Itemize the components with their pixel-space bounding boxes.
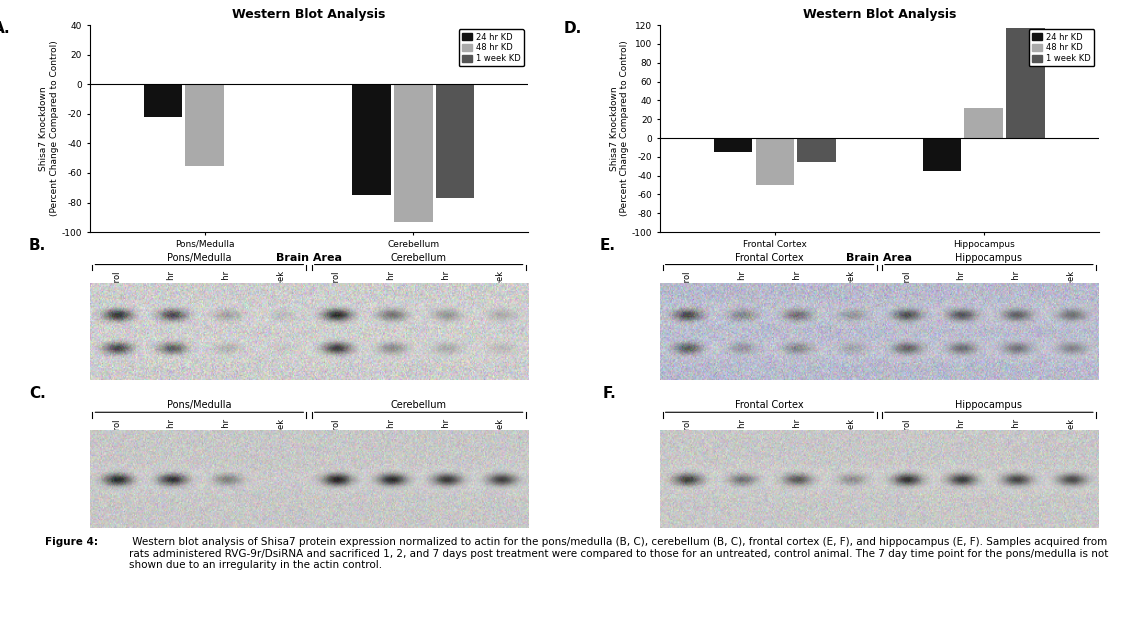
Text: E.: E. (600, 238, 617, 253)
Text: 48 hr: 48 hr (1012, 271, 1021, 293)
Text: 1 week: 1 week (277, 271, 286, 301)
Text: 48 hr: 48 hr (222, 271, 231, 293)
Text: Hippocampus: Hippocampus (955, 253, 1022, 263)
Text: 1 week: 1 week (277, 419, 286, 449)
Text: 48 hr: 48 hr (793, 419, 802, 441)
Text: Cerebellum: Cerebellum (391, 401, 446, 411)
Text: 1 week: 1 week (847, 271, 856, 301)
Text: 24 hr: 24 hr (957, 271, 966, 293)
Text: 1 week: 1 week (497, 419, 506, 449)
Text: 1 week: 1 week (1067, 271, 1076, 301)
Text: Control: Control (332, 271, 341, 301)
Y-axis label: actin: actin (624, 465, 634, 493)
Y-axis label: Shisa7 Knockdown
(Percent Change Compared to Control): Shisa7 Knockdown (Percent Change Compare… (610, 41, 629, 217)
Text: 24 hr: 24 hr (167, 419, 176, 441)
Title: Western Blot Analysis: Western Blot Analysis (232, 8, 386, 21)
Text: 24 hr: 24 hr (957, 419, 966, 441)
Bar (1007, 28, 1045, 138)
Text: 24 hr: 24 hr (167, 271, 176, 293)
Text: Frontal Cortex: Frontal Cortex (735, 401, 804, 411)
Bar (352, 84, 391, 195)
Text: 24 hr: 24 hr (738, 271, 747, 293)
X-axis label: Brain Area: Brain Area (846, 253, 912, 263)
Text: 48 hr: 48 hr (442, 419, 451, 441)
Text: Control: Control (683, 419, 692, 449)
Bar (923, 138, 961, 171)
Text: 48 hr: 48 hr (793, 271, 802, 293)
X-axis label: Brain Area: Brain Area (276, 253, 342, 263)
Text: Pons/Medulla: Pons/Medulla (167, 253, 232, 263)
Title: Western Blot Analysis: Western Blot Analysis (803, 8, 956, 21)
Legend: 24 hr KD, 48 hr KD, 1 week KD: 24 hr KD, 48 hr KD, 1 week KD (458, 30, 525, 67)
Text: Hippocampus: Hippocampus (955, 401, 1022, 411)
Bar (395, 84, 433, 222)
Text: Control: Control (902, 419, 911, 449)
Text: 1 week: 1 week (847, 419, 856, 449)
Text: 48 hr: 48 hr (1012, 419, 1021, 441)
Text: 48 hr: 48 hr (442, 271, 451, 293)
Y-axis label: Shisa7: Shisa7 (54, 313, 64, 350)
Text: Control: Control (112, 419, 121, 449)
Text: 48 hr: 48 hr (222, 419, 231, 441)
Bar (143, 84, 182, 117)
Bar (756, 138, 794, 185)
Text: 1 week: 1 week (497, 271, 506, 301)
Text: C.: C. (29, 386, 46, 401)
Text: 24 hr: 24 hr (738, 419, 747, 441)
Text: Control: Control (683, 271, 692, 301)
Text: Figure 4:: Figure 4: (45, 537, 98, 547)
Y-axis label: Shisa7: Shisa7 (624, 313, 634, 350)
Text: 24 hr: 24 hr (387, 271, 396, 293)
Text: 1 week: 1 week (1067, 419, 1076, 449)
Text: B.: B. (28, 238, 46, 253)
Text: D.: D. (564, 21, 582, 36)
Bar (185, 84, 224, 166)
Y-axis label: actin: actin (54, 465, 64, 493)
Bar (436, 84, 474, 198)
Text: Pons/Medulla: Pons/Medulla (167, 401, 232, 411)
Bar (714, 138, 752, 152)
Text: A.: A. (0, 21, 11, 36)
Text: F.: F. (602, 386, 617, 401)
Legend: 24 hr KD, 48 hr KD, 1 week KD: 24 hr KD, 48 hr KD, 1 week KD (1029, 30, 1094, 67)
Text: Western blot analysis of Shisa7 protein expression normalized to actin for the p: Western blot analysis of Shisa7 protein … (129, 537, 1109, 570)
Text: Control: Control (112, 271, 121, 301)
Text: Cerebellum: Cerebellum (391, 253, 446, 263)
Bar (797, 138, 836, 161)
Y-axis label: Shisa7 Knockdown
(Percent Change Compared to Control): Shisa7 Knockdown (Percent Change Compare… (39, 41, 58, 217)
Bar (964, 108, 1003, 138)
Text: 24 hr: 24 hr (387, 419, 396, 441)
Text: Control: Control (902, 271, 911, 301)
Text: Control: Control (332, 419, 341, 449)
Text: Frontal Cortex: Frontal Cortex (735, 253, 804, 263)
